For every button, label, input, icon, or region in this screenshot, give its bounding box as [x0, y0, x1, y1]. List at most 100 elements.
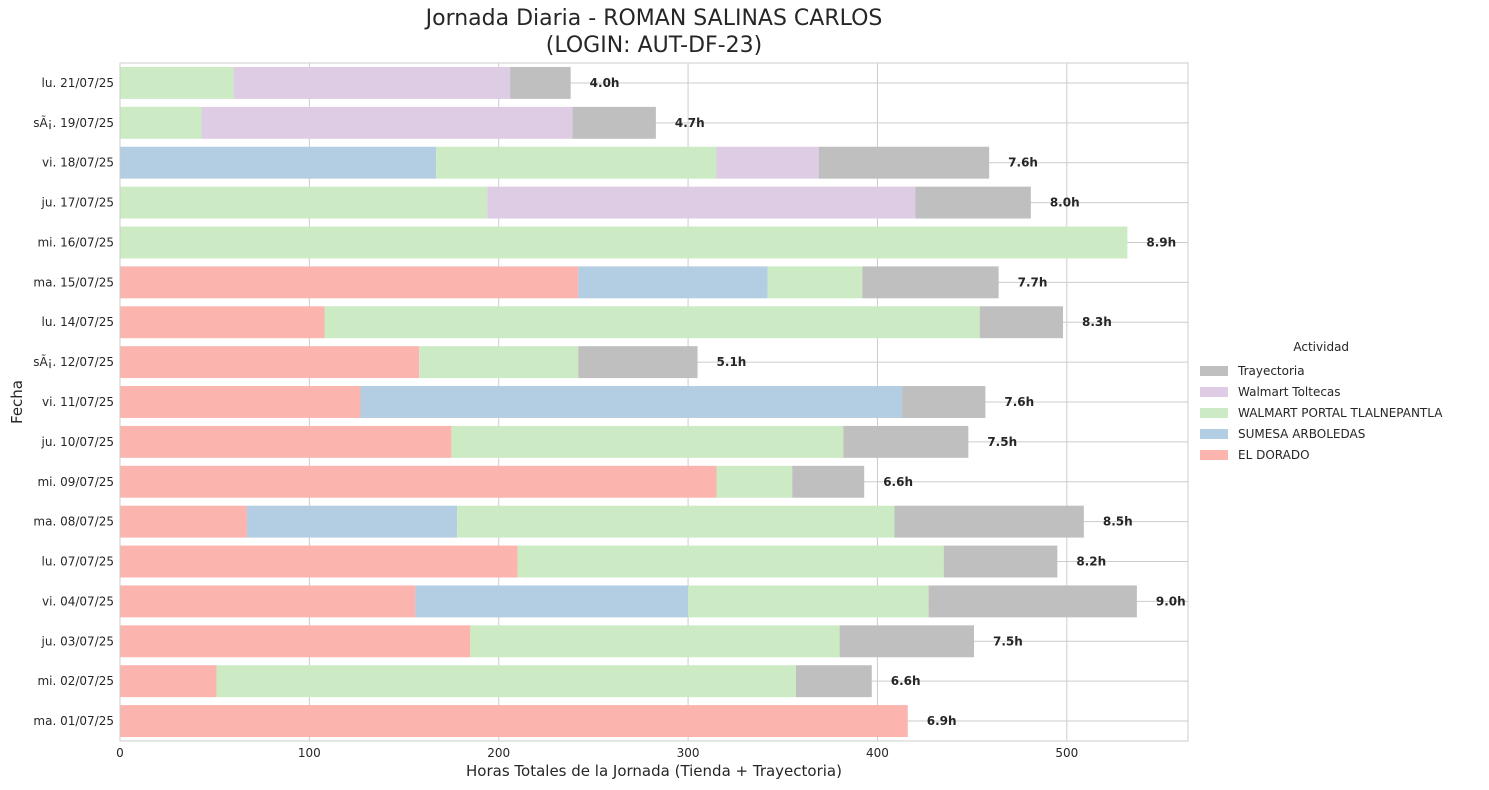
legend: Actividad Trayectoria Walmart Toltecas WAL… [1200, 340, 1442, 465]
bar-total-label: 7.6h [1004, 395, 1034, 409]
bar-segment [120, 585, 416, 618]
y-tick-label: lu. 14/07/25 [42, 315, 114, 329]
bar-segment [716, 146, 819, 179]
bar-segment [487, 186, 916, 219]
legend-entry: Trayectoria [1200, 360, 1442, 381]
bar-segment [120, 425, 452, 458]
bar-segment [716, 465, 793, 498]
bar-total-label: 8.5h [1103, 515, 1133, 529]
legend-title: Actividad [1293, 340, 1350, 354]
legend-entry: EL DORADO [1200, 444, 1442, 465]
bar-segment [894, 505, 1084, 538]
bar-total-label: 8.3h [1082, 315, 1112, 329]
x-axis-label: Horas Totales de la Jornada (Tienda + Tr… [466, 762, 842, 780]
y-tick-label: ma. 15/07/25 [33, 275, 114, 289]
y-tick-label: lu. 07/07/25 [42, 555, 114, 569]
bar-segment [451, 425, 844, 458]
y-tick-label: ma. 08/07/25 [33, 515, 114, 529]
bar-segment [839, 625, 975, 658]
legend-swatch [1200, 365, 1228, 376]
bar-total-label: 4.0h [590, 76, 620, 90]
bar-total-label: 8.2h [1076, 555, 1106, 569]
chart-title-line-2: (LOGIN: AUT-DF-23) [545, 33, 763, 58]
bar-segment [578, 346, 698, 379]
bar-segment [120, 106, 202, 139]
y-tick-label: sÃ¡. 19/07/25 [33, 115, 114, 130]
chart-title-line-1: Jornada Diaria - ROMAN SALINAS CARLOS [425, 6, 883, 31]
bar-segment [120, 306, 325, 339]
bar-segment [818, 146, 990, 179]
bar-total-label: 8.0h [1050, 196, 1080, 210]
bar-total-label: 7.5h [987, 435, 1017, 449]
bar-total-label: 7.6h [1008, 156, 1038, 170]
bar-segment [120, 146, 437, 179]
bar-segment [120, 465, 717, 498]
bar-segment [120, 705, 908, 738]
bar-segment [470, 625, 840, 658]
bar-total-label: 4.7h [675, 116, 705, 130]
bar-segment [120, 226, 1128, 259]
x-tick-label: 200 [487, 746, 510, 760]
bar-segment [233, 66, 511, 99]
y-axis-label: Fecha [8, 380, 26, 424]
plot-frame [119, 62, 1189, 742]
legend-label: SUMESA ARBOLEDAS [1238, 426, 1366, 441]
bar-total-label: 5.1h [717, 355, 747, 369]
bar-total-label: 8.9h [1146, 235, 1176, 249]
bar-segment [843, 425, 969, 458]
bar-segment [201, 106, 573, 139]
bar-segment [572, 106, 656, 139]
bar-total-label: 6.6h [883, 475, 913, 489]
y-tick-label: mi. 02/07/25 [37, 674, 114, 688]
bar-segment [120, 665, 217, 698]
bar-total-label: 6.9h [927, 714, 957, 728]
legend-label: Walmart Toltecas [1238, 384, 1341, 399]
bar-segment [216, 665, 797, 698]
legend-label: EL DORADO [1238, 447, 1310, 462]
legend-swatch [1200, 449, 1228, 460]
bar-segment [510, 66, 571, 99]
bar-segment [120, 505, 247, 538]
bar-segment [979, 306, 1064, 339]
bar-segment [360, 386, 903, 418]
y-tick-label: ju. 10/07/25 [41, 435, 114, 449]
bar-total-label: 7.5h [993, 634, 1023, 648]
bar-segment [915, 186, 1031, 219]
y-tick-label: vi. 18/07/25 [42, 156, 114, 170]
y-tick-label: ju. 03/07/25 [41, 634, 114, 648]
bar-segment [517, 545, 944, 578]
bar-segment [120, 186, 488, 219]
y-tick-label: lu. 21/07/25 [42, 76, 114, 90]
bar-segment [928, 585, 1137, 618]
bar-segment [415, 585, 689, 618]
y-tick-label: mi. 16/07/25 [37, 235, 114, 249]
bars-group [120, 66, 1137, 738]
y-tick-label: vi. 11/07/25 [42, 395, 114, 409]
bar-total-label: 7.7h [1018, 275, 1048, 289]
legend-entry: WALMART PORTAL TLALNEPANTLA [1200, 402, 1442, 423]
bar-segment [120, 545, 518, 578]
bar-segment [796, 665, 872, 698]
y-tick-label: sÃ¡. 12/07/25 [33, 354, 114, 369]
legend-entry: Walmart Toltecas [1200, 381, 1442, 402]
legend-swatch [1200, 428, 1228, 439]
bar-segment [578, 266, 768, 299]
bar-segment [120, 66, 234, 99]
bar-segment [457, 505, 895, 538]
bar-total-labels: 4.0h 4.7h 7.6h 8.0h 8.9h 7.7h 8.3h 5.1h 7.6h 7.5h… [590, 76, 1186, 728]
axes: 0 100 200 300 400 500 lu. 21/07/25 sÃ¡. 19/07/2… [33, 62, 1189, 760]
legend-entries: Trayectoria Walmart Toltecas WALMART PORTA… [1200, 360, 1442, 465]
x-tick-label: 400 [866, 746, 889, 760]
y-tick-label: mi. 09/07/25 [37, 475, 114, 489]
y-tick-label: ma. 01/07/25 [33, 714, 114, 728]
legend-swatch [1200, 407, 1228, 418]
bar-segment [120, 266, 579, 299]
bar-segment [246, 505, 458, 538]
bar-segment [120, 625, 471, 658]
bar-segment [324, 306, 980, 339]
legend-entry: SUMESA ARBOLEDAS [1200, 423, 1442, 444]
bar-segment [943, 545, 1058, 578]
bar-segment [688, 585, 929, 618]
bar-segment [120, 346, 420, 379]
